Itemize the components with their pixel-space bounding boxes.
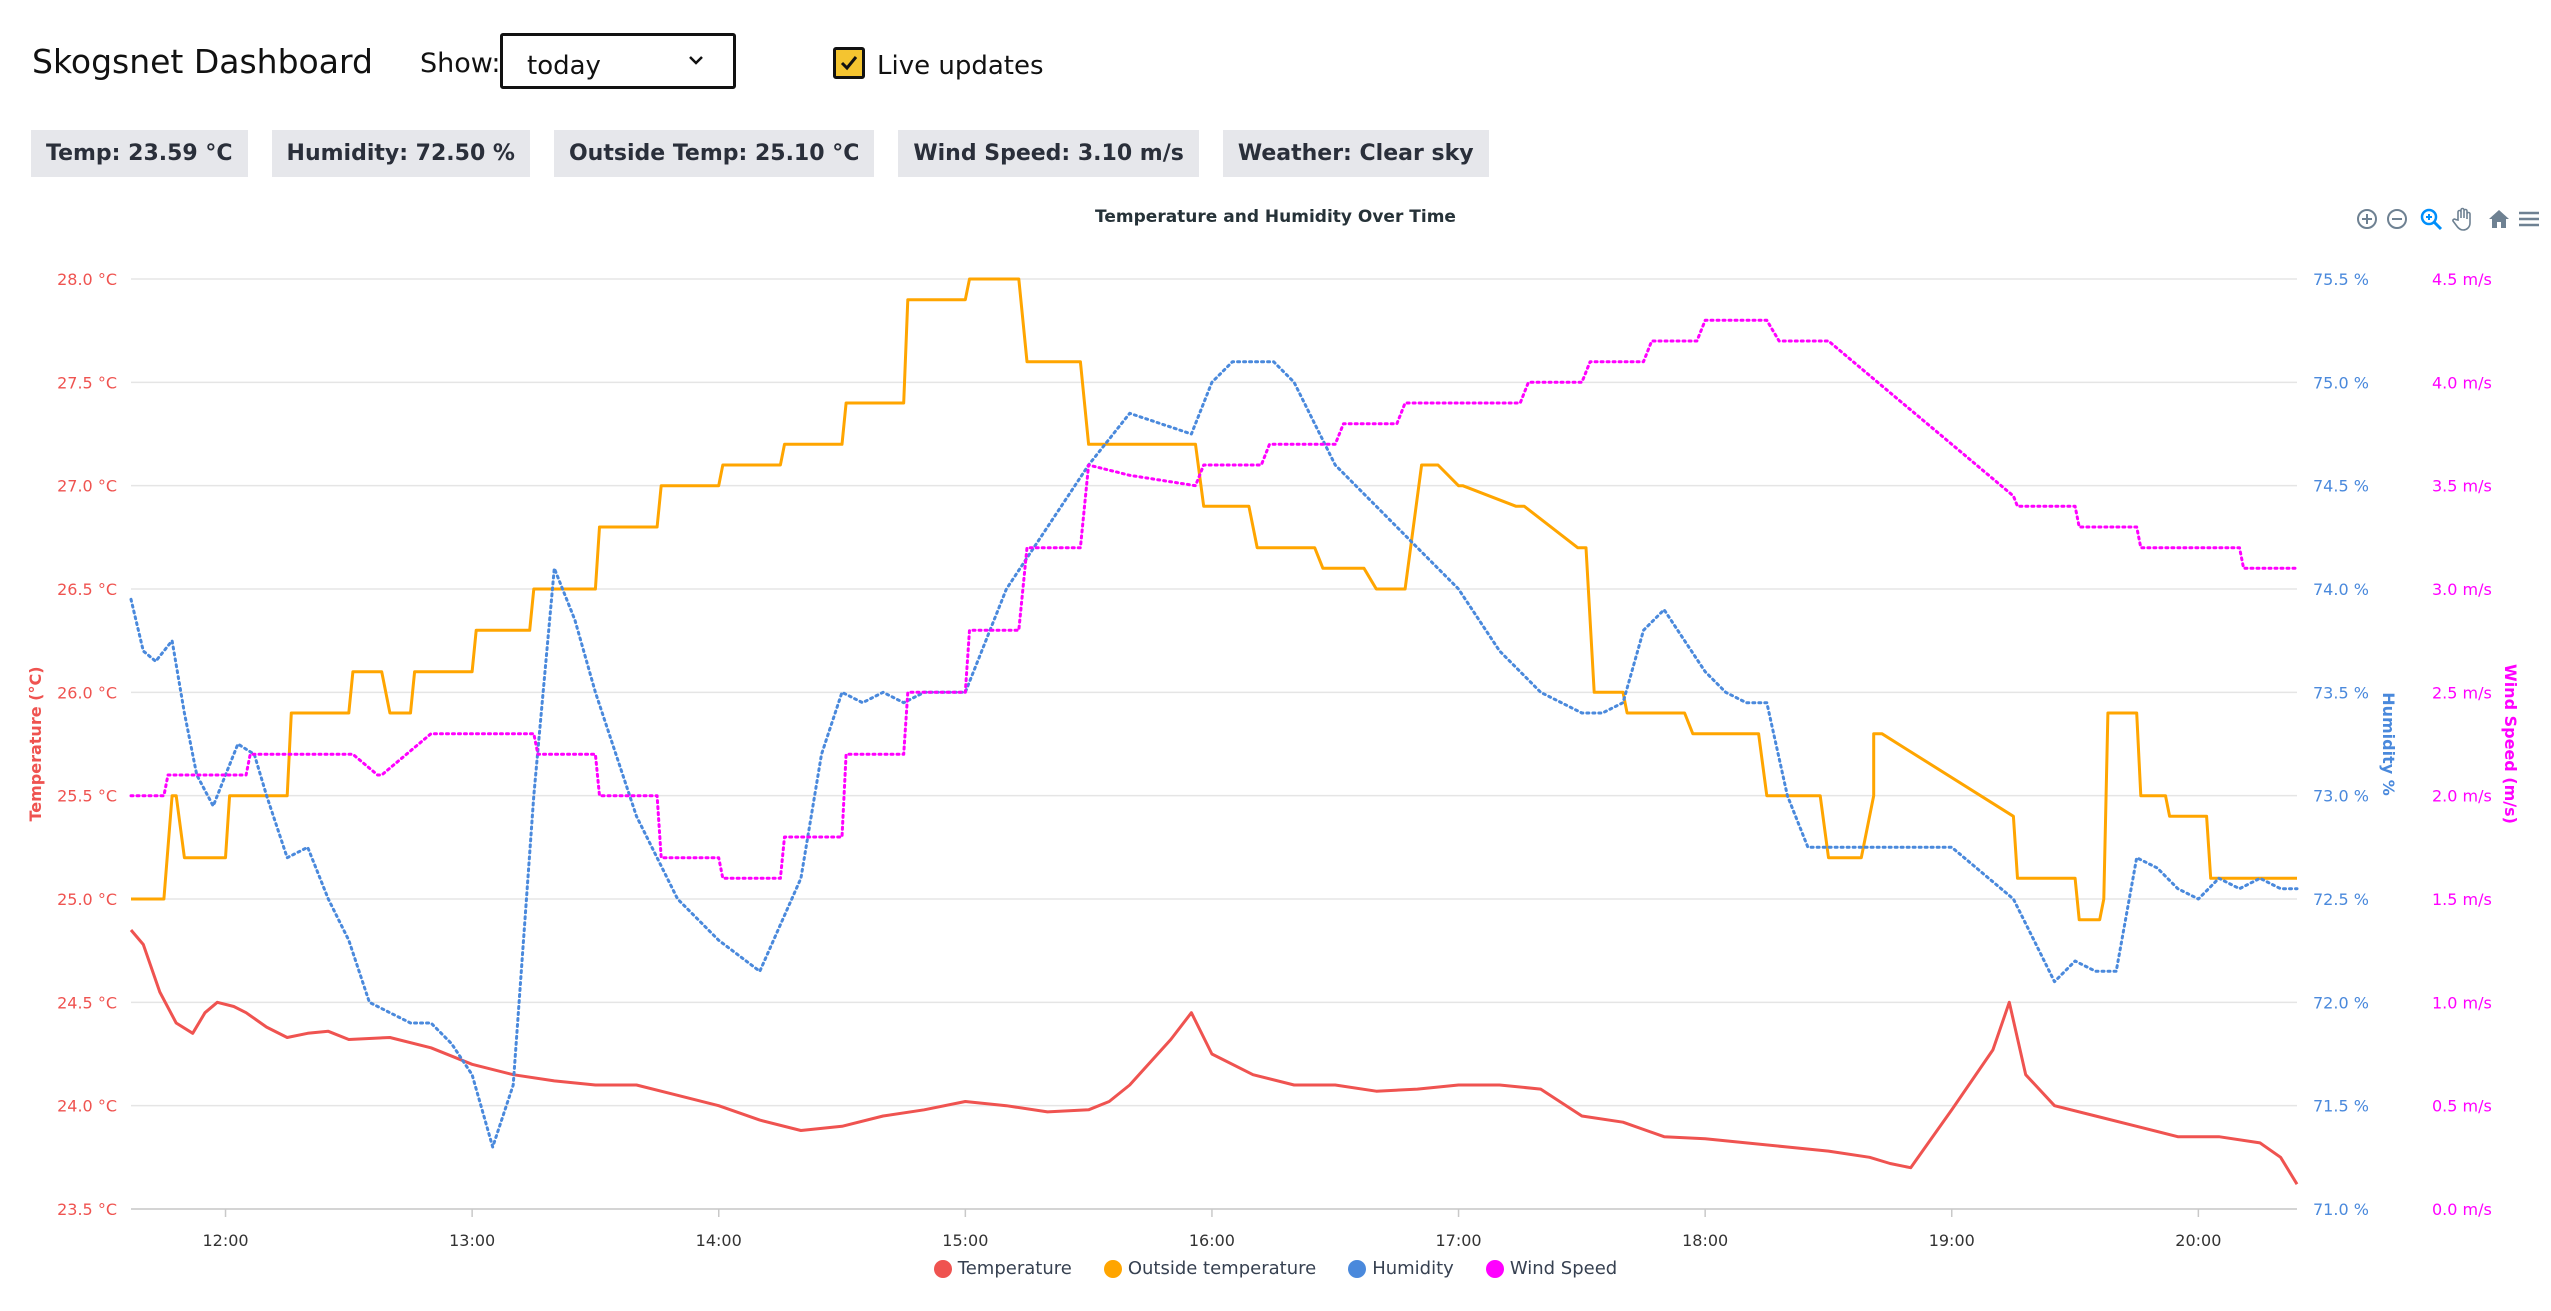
- pan-hand-icon[interactable]: [2450, 206, 2476, 232]
- chart-title: Temperature and Humidity Over Time: [1095, 207, 1456, 227]
- y-tick-label-temp: 26.5 °C: [57, 580, 117, 599]
- x-tick-label: 13:00: [449, 1231, 495, 1250]
- x-tick-label: 12:00: [202, 1231, 248, 1250]
- legend-label-outside-temperature: Outside temperature: [1127, 1258, 1317, 1279]
- y-tick-label-hum: 72.5 %: [2313, 890, 2369, 909]
- zoom-out-icon[interactable]: [2384, 206, 2410, 232]
- zoom-in-icon[interactable]: [2354, 206, 2380, 232]
- stat-humidity: Humidity: 72.50 %: [271, 130, 530, 177]
- y-tick-label-hum: 75.0 %: [2313, 373, 2369, 392]
- legend-marker-outside-temperature: [1103, 1259, 1122, 1278]
- stats-bar: Temp: 23.59 °C Humidity: 72.50 % Outside…: [31, 130, 1489, 177]
- series-line-humidity: [129, 360, 2299, 1149]
- x-tick-label: 16:00: [1189, 1231, 1235, 1250]
- live-updates-label: Live updates: [877, 51, 1044, 81]
- y-axis-title-wind-speed: Wind Speed (m/s): [2501, 664, 2520, 824]
- series-line-wind-speed: [129, 318, 2299, 880]
- y-tick-label-wind: 0.5 m/s: [2432, 1097, 2492, 1116]
- y-tick-label-temp: 27.0 °C: [57, 477, 117, 496]
- legend-label-wind-speed: Wind Speed: [1509, 1258, 1618, 1279]
- chevron-down-icon: [685, 48, 707, 74]
- y-tick-label-hum: 75.5 %: [2313, 270, 2369, 289]
- dashboard-header: Skogsnet Dashboard Show: today Live upda…: [0, 0, 2551, 130]
- y-tick-label-hum: 74.5 %: [2313, 477, 2369, 496]
- y-tick-label-wind: 1.5 m/s: [2432, 890, 2492, 909]
- legend-marker-humidity: [1348, 1259, 1367, 1278]
- stat-weather: Weather: Clear sky: [1222, 130, 1489, 177]
- y-tick-label-temp: 25.0 °C: [57, 890, 117, 909]
- stat-temperature: Temp: 23.59 °C: [31, 130, 248, 177]
- y-tick-label-hum: 72.0 %: [2313, 993, 2369, 1012]
- y-axis-title-temperature: Temperature (°C): [26, 666, 45, 821]
- chart-legend: Temperature Outside temperature Humidity…: [0, 1258, 2551, 1279]
- legend-marker-temperature: [933, 1259, 952, 1278]
- y-axis-title-humidity: Humidity %: [2379, 692, 2398, 796]
- y-tick-label-temp: 26.0 °C: [57, 683, 117, 702]
- zoom-selection-icon[interactable]: [2418, 206, 2444, 232]
- y-tick-label-hum: 71.0 %: [2313, 1200, 2369, 1219]
- legend-label-temperature: Temperature: [957, 1258, 1072, 1279]
- stat-wind-speed: Wind Speed: 3.10 m/s: [898, 130, 1199, 177]
- x-tick-label: 20:00: [2175, 1231, 2221, 1250]
- x-tick-label: 18:00: [1682, 1231, 1728, 1250]
- y-tick-label-wind: 4.0 m/s: [2432, 373, 2492, 392]
- y-tick-label-temp: 27.5 °C: [57, 373, 117, 392]
- legend-label-humidity: Humidity: [1372, 1258, 1454, 1279]
- home-reset-icon[interactable]: [2486, 206, 2512, 232]
- live-updates-checkbox[interactable]: [833, 47, 865, 79]
- y-tick-label-temp: 24.0 °C: [57, 1097, 117, 1116]
- page-title: Skogsnet Dashboard: [32, 42, 373, 81]
- series-line-outside-temperature: [131, 277, 2297, 922]
- y-tick-label-hum: 71.5 %: [2313, 1097, 2369, 1116]
- y-tick-label-wind: 0.0 m/s: [2432, 1200, 2492, 1219]
- legend-item-humidity[interactable]: Humidity: [1348, 1258, 1454, 1279]
- y-tick-label-wind: 2.0 m/s: [2432, 787, 2492, 806]
- series-line-temperature: [129, 929, 2299, 1185]
- time-range-value: today: [527, 51, 601, 81]
- legend-marker-wind-speed: [1485, 1259, 1504, 1278]
- x-tick-label: 19:00: [1929, 1231, 1975, 1250]
- time-range-select[interactable]: today: [500, 33, 736, 89]
- y-tick-label-hum: 73.5 %: [2313, 683, 2369, 702]
- legend-item-outside-temperature[interactable]: Outside temperature: [1103, 1258, 1317, 1279]
- x-tick-label: 17:00: [1435, 1231, 1481, 1250]
- x-tick-label: 15:00: [942, 1231, 988, 1250]
- y-tick-label-temp: 25.5 °C: [57, 787, 117, 806]
- y-tick-label-wind: 2.5 m/s: [2432, 683, 2492, 702]
- y-tick-label-hum: 74.0 %: [2313, 580, 2369, 599]
- y-tick-label-hum: 73.0 %: [2313, 787, 2369, 806]
- y-tick-label-wind: 4.5 m/s: [2432, 270, 2492, 289]
- menu-icon[interactable]: [2516, 206, 2542, 232]
- show-label: Show:: [420, 48, 501, 79]
- stat-outside-temperature: Outside Temp: 25.10 °C: [553, 130, 875, 177]
- legend-item-wind-speed[interactable]: Wind Speed: [1485, 1258, 1618, 1279]
- legend-item-temperature[interactable]: Temperature: [933, 1258, 1072, 1279]
- y-tick-label-wind: 1.0 m/s: [2432, 993, 2492, 1012]
- y-tick-label-temp: 28.0 °C: [57, 270, 117, 289]
- x-tick-label: 14:00: [696, 1231, 742, 1250]
- y-tick-label-temp: 23.5 °C: [57, 1200, 117, 1219]
- y-tick-label-wind: 3.0 m/s: [2432, 580, 2492, 599]
- checkmark-icon: [840, 56, 858, 71]
- y-tick-label-temp: 24.5 °C: [57, 993, 117, 1012]
- y-tick-label-wind: 3.5 m/s: [2432, 477, 2492, 496]
